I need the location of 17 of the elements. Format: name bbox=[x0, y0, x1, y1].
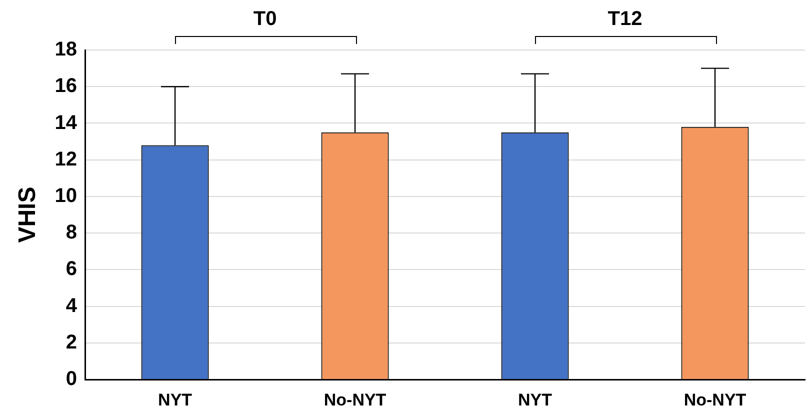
y-tick-label: 2 bbox=[66, 331, 78, 354]
x-tick-label: No-NYT bbox=[324, 390, 387, 410]
x-tick-label: NYT bbox=[158, 390, 193, 410]
text: T0 bbox=[253, 8, 277, 31]
y-tick-label: 12 bbox=[54, 148, 78, 170]
y-tick-label: 4 bbox=[66, 294, 78, 317]
x-tick-label: NYT bbox=[518, 390, 553, 410]
y-tick-label: 14 bbox=[54, 112, 78, 134]
y-tick-label: 8 bbox=[66, 222, 78, 244]
y-tick-label: 18 bbox=[54, 38, 78, 61]
text: T12 bbox=[608, 8, 642, 31]
x-tick-label: No-NYT bbox=[684, 390, 747, 410]
y-tick-label: 0 bbox=[66, 368, 78, 390]
y-tick-label: 6 bbox=[66, 258, 78, 280]
y-axis-title: VHIS bbox=[14, 186, 42, 243]
y-tick-label: 16 bbox=[54, 75, 78, 98]
y-tick-label: 10 bbox=[54, 185, 78, 208]
